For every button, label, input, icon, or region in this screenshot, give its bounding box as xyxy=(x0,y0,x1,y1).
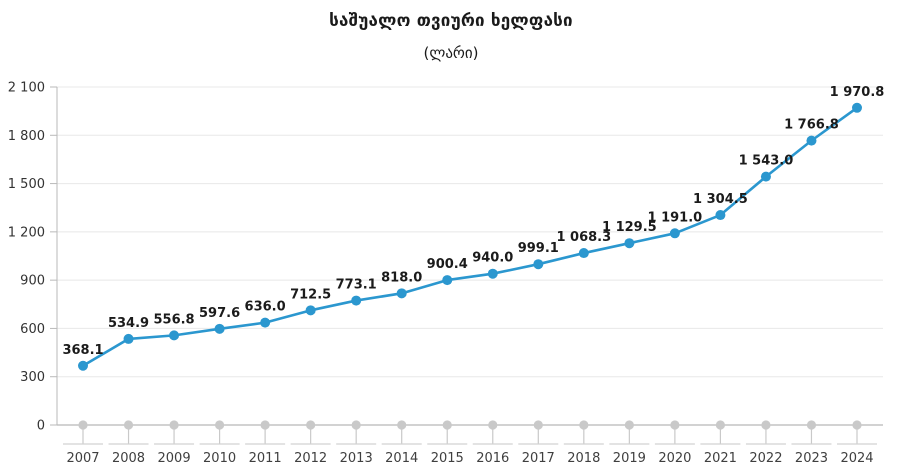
x-axis-label: 2010 xyxy=(203,451,236,466)
data-point xyxy=(624,238,635,249)
data-point xyxy=(305,305,316,316)
data-point-label: 999.1 xyxy=(518,241,559,256)
x-axis-label: 2007 xyxy=(66,451,99,466)
x-axis-label: 2011 xyxy=(249,451,282,466)
data-point-label: 940.0 xyxy=(472,251,513,266)
data-point xyxy=(78,360,88,371)
x-axis-label: 2015 xyxy=(431,451,464,466)
y-axis-label: 600 xyxy=(20,322,45,337)
data-point-label: 368.1 xyxy=(62,343,103,358)
data-point-label: 636.0 xyxy=(245,300,286,315)
x-axis-label: 2021 xyxy=(704,451,737,466)
axis-dot xyxy=(670,420,680,430)
axis-dot xyxy=(169,420,179,430)
y-axis-label: 900 xyxy=(20,274,45,289)
x-axis-label: 2020 xyxy=(658,451,691,466)
axis-dot xyxy=(351,420,361,430)
y-axis-label: 1 500 xyxy=(8,177,45,192)
y-axis-label: 2 100 xyxy=(8,81,45,96)
x-axis-label: 2009 xyxy=(158,451,191,466)
x-axis-label: 2018 xyxy=(567,451,600,466)
data-point xyxy=(260,317,271,328)
axis-dot xyxy=(488,420,498,430)
y-axis-label: 1 200 xyxy=(8,225,45,240)
axis-dot xyxy=(624,420,634,430)
axis-dot xyxy=(78,420,88,430)
data-point-label: 900.4 xyxy=(427,257,468,272)
axis-dot xyxy=(442,420,452,430)
axis-dot xyxy=(715,420,726,430)
data-point xyxy=(852,102,862,113)
data-point xyxy=(669,228,680,239)
x-axis-label: 2023 xyxy=(795,451,828,466)
x-axis-label: 2013 xyxy=(340,451,373,466)
axis-dot xyxy=(260,420,270,430)
data-point xyxy=(214,323,225,334)
data-point-label: 1 304.5 xyxy=(693,192,748,207)
data-point-label: 1 970.8 xyxy=(830,85,885,100)
axis-dot xyxy=(123,420,134,430)
data-point xyxy=(760,171,771,182)
x-axis-label: 2008 xyxy=(112,451,145,466)
axis-dot xyxy=(852,420,862,430)
data-point xyxy=(396,288,407,299)
data-point xyxy=(351,295,362,306)
data-point xyxy=(487,268,498,279)
x-axis-label: 2016 xyxy=(476,451,509,466)
axis-dot xyxy=(214,420,225,430)
data-point-label: 597.6 xyxy=(199,306,240,321)
axis-dot xyxy=(579,420,589,430)
data-point-label: 1 543.0 xyxy=(739,154,794,169)
x-axis-label: 2022 xyxy=(749,451,782,466)
data-point xyxy=(442,275,453,286)
y-axis-label: 1 800 xyxy=(8,129,45,144)
axis-dot xyxy=(761,420,771,430)
x-axis-label: 2012 xyxy=(294,451,327,466)
data-point-label: 773.1 xyxy=(336,278,377,293)
data-point xyxy=(806,135,817,146)
x-axis-label: 2017 xyxy=(522,451,555,466)
data-point xyxy=(715,210,726,221)
series-line xyxy=(81,106,859,368)
data-point xyxy=(169,330,180,341)
x-axis-label: 2019 xyxy=(613,451,646,466)
data-point xyxy=(123,333,134,344)
y-axis-label: 300 xyxy=(20,370,45,385)
data-point xyxy=(578,248,589,259)
data-point-label: 818.0 xyxy=(381,270,422,285)
data-point-label: 1 068.3 xyxy=(556,230,611,245)
data-point-label: 1 191.0 xyxy=(648,210,703,225)
data-point-label: 534.9 xyxy=(108,316,149,331)
chart-subtitle: (ლარი) xyxy=(423,44,479,62)
y-axis-label: 0 xyxy=(37,419,45,434)
data-point-label: 1 766.8 xyxy=(784,118,839,133)
axis-dot xyxy=(533,420,543,430)
data-point-label: 556.8 xyxy=(153,312,194,327)
axis-dot xyxy=(806,420,817,430)
x-axis-label: 2014 xyxy=(385,451,418,466)
data-point-label: 712.5 xyxy=(290,287,331,302)
x-axis-label: 2024 xyxy=(840,451,873,466)
chart-title: საშუალო თვიური ხელფასი xyxy=(329,11,573,31)
axis-dot xyxy=(397,420,407,430)
axis-dot xyxy=(306,420,316,430)
data-point xyxy=(533,259,544,270)
data-point-label: 1 129.5 xyxy=(602,220,657,235)
